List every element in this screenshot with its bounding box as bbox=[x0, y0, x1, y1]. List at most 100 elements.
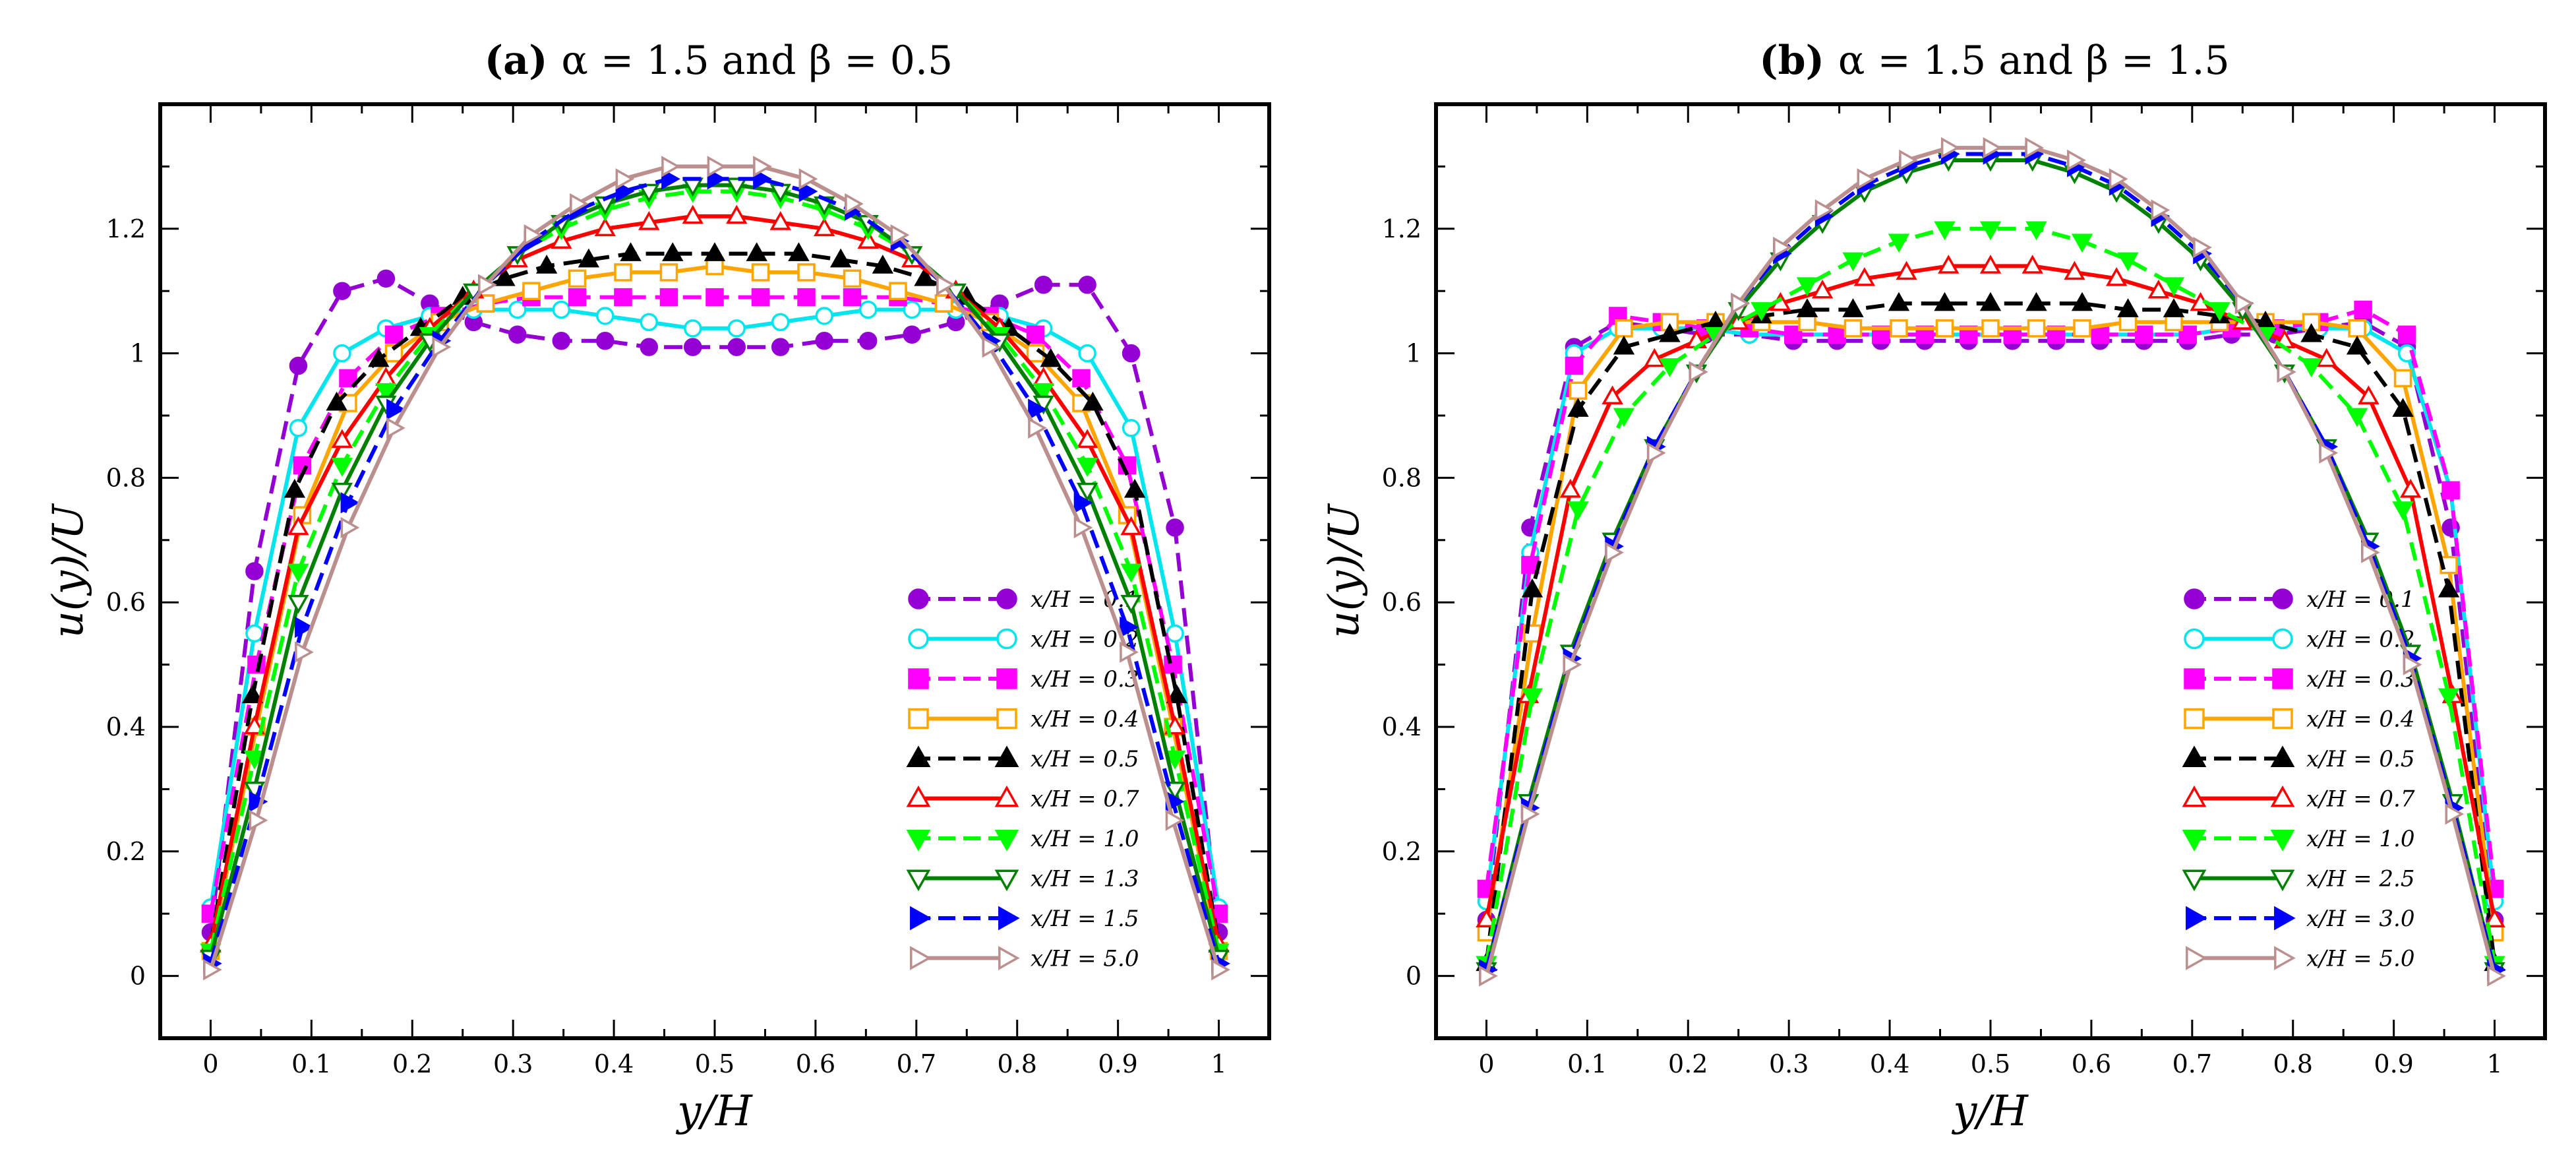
data-point bbox=[798, 168, 818, 190]
legend-marker bbox=[2182, 745, 2207, 767]
data-point bbox=[726, 204, 748, 224]
data-point bbox=[1476, 908, 1497, 927]
data-point bbox=[2163, 277, 2185, 297]
data-point bbox=[2300, 358, 2322, 377]
legend-marker bbox=[2274, 946, 2296, 970]
data-point bbox=[1122, 419, 1141, 437]
data-point bbox=[2134, 325, 2153, 344]
data-point bbox=[1659, 358, 1681, 377]
data-point bbox=[494, 266, 516, 286]
data-point bbox=[751, 288, 770, 307]
data-point bbox=[1981, 319, 2000, 338]
data-point bbox=[2346, 408, 2368, 427]
data-point bbox=[769, 210, 791, 230]
data-point bbox=[552, 331, 571, 350]
data-point bbox=[2105, 266, 2128, 286]
data-point bbox=[384, 325, 404, 344]
data-point bbox=[1934, 221, 1956, 241]
data-point bbox=[1565, 356, 1584, 375]
y-tick-label: 1.2 bbox=[106, 214, 146, 243]
data-point bbox=[2147, 279, 2170, 299]
series-line bbox=[1484, 326, 2497, 902]
data-point bbox=[1853, 266, 1876, 286]
legend-marker bbox=[996, 668, 1017, 689]
x-tick-label: 0.1 bbox=[291, 1049, 331, 1078]
legend-marker bbox=[998, 906, 1020, 931]
data-point bbox=[1613, 408, 1635, 427]
legend-entry: x/H = 0.4 bbox=[2184, 706, 2414, 733]
y-tick-label: 0 bbox=[130, 962, 146, 991]
data-point bbox=[1751, 302, 1772, 321]
data-point bbox=[1120, 594, 1142, 614]
y-tick-label: 0.6 bbox=[1382, 588, 1422, 617]
data-point bbox=[889, 282, 907, 300]
data-point bbox=[1073, 491, 1093, 514]
data-point bbox=[1076, 482, 1098, 502]
data-point bbox=[1890, 319, 1908, 338]
data-point bbox=[1563, 654, 1582, 675]
data-point bbox=[1938, 255, 1960, 274]
legend-entry: x/H = 0.2 bbox=[2184, 627, 2414, 653]
data-point bbox=[1078, 276, 1096, 294]
data-point bbox=[2073, 319, 2091, 338]
data-point bbox=[249, 791, 268, 813]
legend-marker bbox=[2182, 830, 2207, 852]
data-point bbox=[2151, 199, 2171, 221]
legend-label: x/H = 3.0 bbox=[2306, 906, 2414, 932]
data-point bbox=[1479, 965, 1498, 987]
data-point bbox=[638, 210, 660, 230]
legend-entry: x/H = 1.3 bbox=[906, 866, 1139, 892]
data-point bbox=[241, 684, 264, 704]
data-point bbox=[843, 269, 862, 288]
chart-title-text: α = 1.5 and β = 0.5 bbox=[561, 38, 953, 84]
data-point bbox=[2319, 442, 2339, 464]
legend-label: x/H = 1.0 bbox=[2306, 826, 2414, 852]
data-point bbox=[1940, 137, 1960, 159]
legend-label: x/H = 5.0 bbox=[1031, 946, 1139, 972]
data-point bbox=[2300, 323, 2322, 342]
legend-marker bbox=[2270, 785, 2295, 807]
data-point bbox=[295, 641, 314, 663]
data-point bbox=[1120, 641, 1139, 663]
data-point bbox=[2025, 137, 2045, 159]
data-point bbox=[1796, 298, 1818, 317]
data-point bbox=[1040, 348, 1062, 367]
legend-marker bbox=[2184, 588, 2205, 609]
data-point bbox=[2445, 803, 2465, 825]
data-point bbox=[1935, 319, 1954, 338]
data-point bbox=[845, 193, 864, 215]
chart-title: (b) α = 1.5 and β = 1.5 bbox=[1759, 38, 2229, 84]
legend-marker bbox=[2272, 588, 2293, 609]
legend-entry: x/H = 0.2 bbox=[908, 627, 1139, 653]
data-point bbox=[287, 516, 309, 536]
data-point bbox=[1602, 385, 1623, 405]
legend-marker bbox=[2184, 708, 2205, 730]
legend-label: x/H = 5.0 bbox=[2306, 946, 2414, 972]
legend-marker bbox=[994, 785, 1019, 807]
legend-marker bbox=[2270, 745, 2295, 767]
data-point bbox=[1731, 292, 1751, 315]
legend-entry: x/H = 0.5 bbox=[906, 745, 1139, 772]
data-point bbox=[1122, 344, 1141, 363]
data-point bbox=[568, 269, 587, 288]
legend-marker bbox=[994, 830, 1019, 852]
data-point bbox=[684, 338, 702, 356]
data-point bbox=[2392, 398, 2414, 417]
y-tick-label: 0.2 bbox=[1382, 837, 1422, 866]
data-point bbox=[1166, 684, 1188, 704]
data-point bbox=[727, 338, 746, 356]
data-point bbox=[682, 204, 704, 224]
y-axis-label: u(y)/U bbox=[1320, 503, 1369, 638]
legend-marker bbox=[908, 628, 929, 650]
data-point bbox=[1164, 750, 1186, 770]
data-point bbox=[2397, 325, 2416, 344]
series-x-h-5-0 bbox=[203, 156, 1230, 981]
data-point bbox=[368, 348, 390, 367]
data-point bbox=[2091, 325, 2109, 344]
legend-entry: x/H = 0.5 bbox=[2182, 745, 2414, 772]
data-point bbox=[640, 313, 659, 332]
data-point bbox=[2193, 236, 2212, 259]
data-point bbox=[245, 624, 264, 643]
data-point bbox=[659, 288, 678, 307]
